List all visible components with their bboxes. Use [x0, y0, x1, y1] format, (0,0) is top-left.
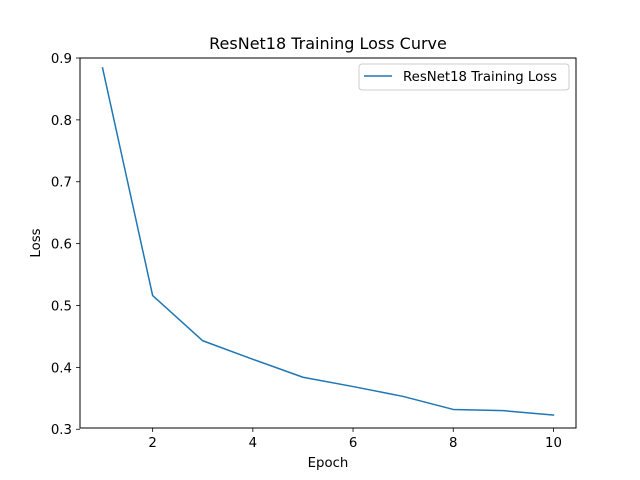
plot-area — [79, 57, 577, 429]
x-tick-label: 6 — [349, 436, 357, 451]
y-axis-label: Loss — [29, 228, 44, 257]
legend: ResNet18 Training Loss — [358, 63, 570, 91]
legend-box — [358, 63, 570, 91]
series-line — [101, 67, 555, 416]
series-layer — [101, 67, 555, 416]
y-tick-label: 0.4 — [51, 361, 72, 376]
y-tick-label: 0.7 — [51, 176, 72, 191]
x-axis-label: Epoch — [308, 456, 349, 471]
x-axis: 2 4 6 8 10 — [148, 428, 562, 451]
y-tick-label: 0.9 — [51, 52, 72, 67]
y-axis: 0.3 0.4 0.5 0.6 0.7 0.8 0.9 — [51, 52, 80, 438]
x-tick-label: 8 — [449, 436, 457, 451]
y-tick-label: 0.3 — [51, 423, 72, 438]
x-tick-label: 4 — [249, 436, 257, 451]
y-tick-label: 0.8 — [51, 114, 72, 129]
legend-label: ResNet18 Training Loss — [403, 70, 557, 85]
y-tick-label: 0.6 — [51, 238, 72, 253]
x-tick-label: 10 — [545, 436, 562, 451]
x-tick-label: 2 — [148, 436, 156, 451]
chart-title: ResNet18 Training Loss Curve — [209, 34, 447, 53]
y-tick-label: 0.5 — [51, 299, 72, 314]
